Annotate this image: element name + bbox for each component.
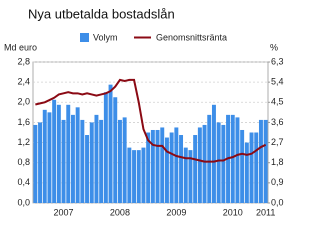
y2-tick-label: 3,6 (271, 117, 284, 127)
bar (258, 119, 263, 203)
y-tick-label: 1,6 (17, 117, 30, 127)
bar (155, 129, 160, 203)
y2-tick-label: 5,4 (271, 77, 284, 87)
x-tick-label: 2007 (54, 207, 74, 217)
bar (75, 107, 80, 203)
x-tick-label: 2009 (166, 207, 186, 217)
bar (235, 117, 240, 203)
legend-label: Genomsnittsränta (156, 32, 227, 42)
bar (61, 119, 66, 203)
bar (122, 117, 127, 203)
y2-tick-label: 6,3 (271, 56, 284, 66)
y2-tick-label: 1,8 (271, 157, 284, 167)
y2-axis-label: % (270, 42, 278, 52)
y-tick-label: 1,2 (17, 137, 30, 147)
x-tick-label: 2010 (223, 207, 243, 217)
bar (244, 142, 249, 203)
bar (103, 92, 108, 203)
bar (56, 104, 61, 203)
bar (150, 129, 155, 203)
bar (216, 122, 221, 203)
legend-swatch (80, 33, 89, 42)
bar (211, 104, 216, 203)
y-tick-label: 2,8 (17, 56, 30, 66)
line (35, 78, 267, 163)
y-tick-label: 0,4 (17, 177, 30, 187)
bar (47, 112, 52, 203)
x-tick-label: 2008 (110, 207, 130, 217)
bar (66, 104, 71, 203)
bar (38, 122, 43, 203)
bar (136, 150, 141, 203)
bar (94, 114, 99, 203)
chart: Nya utbetalda bostadslån Md euro % 0,0 0,… (4, 6, 284, 217)
y2-tick-label: 0,9 (271, 177, 284, 187)
bar (197, 127, 202, 203)
bar (132, 150, 137, 203)
bar (221, 124, 226, 203)
bar (240, 129, 245, 203)
y2-tick-label: 4,5 (271, 97, 284, 107)
y-tick-label: 0,8 (17, 157, 30, 167)
y2-tick-label: 2,7 (271, 137, 284, 147)
bar (42, 109, 47, 203)
x-tick-label: 2011 (256, 207, 275, 217)
bar (207, 114, 212, 203)
y-tick-label: 2,4 (17, 77, 30, 87)
bar (230, 114, 235, 203)
bar (160, 127, 165, 203)
bar (113, 97, 118, 203)
bar (193, 135, 198, 203)
bar (52, 99, 57, 203)
bar (254, 132, 259, 203)
bar (249, 132, 254, 203)
bar (164, 137, 169, 203)
bar (85, 135, 90, 203)
y2-tick-label: 0,0 (271, 197, 284, 207)
bar (33, 124, 38, 203)
bar (127, 147, 132, 203)
bar (179, 135, 184, 203)
bar (89, 122, 94, 203)
bar (117, 119, 122, 203)
y-tick-label: 0,0 (17, 197, 30, 207)
legend-label: Volym (93, 32, 118, 42)
bar (169, 132, 174, 203)
bar (70, 114, 75, 203)
bar (99, 119, 104, 203)
bar (80, 119, 85, 203)
bar (108, 84, 113, 203)
y-axis-label: Md euro (4, 42, 37, 52)
y-tick-label: 2,0 (17, 97, 30, 107)
bar (263, 119, 268, 203)
chart-title: Nya utbetalda bostadslån (28, 6, 175, 21)
bar (202, 124, 207, 203)
bar (174, 127, 179, 203)
bar (188, 150, 193, 203)
bar (183, 147, 188, 203)
bar (141, 147, 146, 203)
bar (146, 132, 151, 203)
